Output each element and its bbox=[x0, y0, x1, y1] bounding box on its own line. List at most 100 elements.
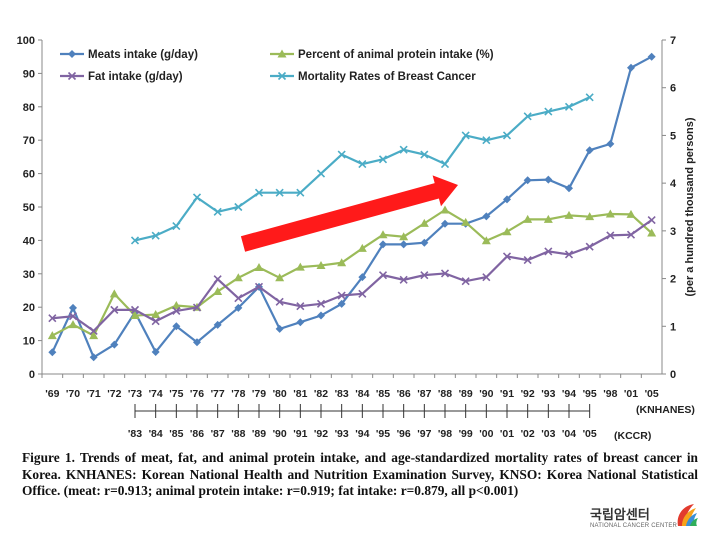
data-point bbox=[316, 169, 326, 178]
data-point bbox=[213, 275, 222, 284]
data-point bbox=[192, 303, 202, 312]
data-point bbox=[110, 340, 119, 349]
data-point bbox=[502, 131, 512, 140]
legend-item: Mortality Rates of Breast Cancer bbox=[270, 71, 476, 83]
legend-item: Meats intake (g/day) bbox=[60, 49, 198, 61]
data-point bbox=[89, 331, 99, 340]
data-point bbox=[585, 212, 595, 221]
right-tick-label: 7 bbox=[670, 35, 676, 47]
data-point bbox=[275, 297, 284, 306]
x-tick-label: '01 bbox=[624, 388, 638, 400]
data-point bbox=[564, 210, 574, 219]
data-point bbox=[523, 256, 532, 265]
left-tick-label: 30 bbox=[23, 269, 35, 281]
data-point bbox=[316, 260, 326, 269]
kccr-tick-label: '96 bbox=[397, 428, 411, 440]
kccr-tick-label: '05 bbox=[583, 428, 597, 440]
data-point bbox=[482, 212, 491, 221]
kccr-tick-label: '03 bbox=[541, 428, 555, 440]
data-point bbox=[606, 139, 615, 148]
data-point bbox=[48, 314, 57, 323]
kccr-tick-label: '04 bbox=[562, 428, 576, 440]
data-point bbox=[543, 214, 553, 223]
data-point bbox=[461, 131, 470, 140]
legend: Meats intake (g/day) Percent of animal pr… bbox=[60, 49, 494, 83]
data-point bbox=[502, 227, 512, 236]
data-point bbox=[130, 236, 140, 245]
data-point bbox=[47, 331, 57, 340]
data-point bbox=[151, 231, 160, 240]
x-tick-label: '78 bbox=[231, 388, 245, 400]
x-tick-label: '72 bbox=[107, 388, 121, 400]
x-tick-label: '71 bbox=[87, 388, 101, 400]
data-point bbox=[378, 271, 388, 280]
data-point bbox=[89, 326, 98, 335]
kccr-tick-label: '92 bbox=[314, 428, 328, 440]
right-tick-label: 6 bbox=[670, 83, 676, 95]
left-tick-label: 20 bbox=[23, 302, 35, 314]
data-point bbox=[171, 301, 181, 310]
data-point bbox=[69, 303, 77, 312]
x-tick-label: '90 bbox=[479, 388, 493, 400]
data-point bbox=[523, 112, 532, 121]
data-point bbox=[296, 302, 305, 311]
kccr-tick-label: '00 bbox=[479, 428, 493, 440]
kccr-tick-label: '85 bbox=[169, 428, 183, 440]
data-point bbox=[109, 289, 119, 298]
data-point bbox=[48, 348, 57, 357]
kccr-tick-label: '94 bbox=[355, 428, 369, 440]
kccr-tick-label: '93 bbox=[335, 428, 349, 440]
x-tick-label: '98 bbox=[603, 388, 617, 400]
legend-marker bbox=[277, 71, 287, 81]
data-point bbox=[317, 311, 325, 320]
data-point bbox=[316, 299, 326, 308]
data-point bbox=[420, 150, 429, 159]
data-point bbox=[461, 277, 470, 286]
x-tick-label: '77 bbox=[211, 388, 225, 400]
trend-arrow-shape bbox=[240, 175, 458, 252]
data-point bbox=[254, 282, 264, 291]
data-point bbox=[130, 305, 140, 314]
data-point bbox=[440, 269, 450, 278]
x-tick-label: '95 bbox=[583, 388, 597, 400]
data-point bbox=[378, 155, 388, 164]
data-point bbox=[295, 262, 305, 271]
legend-label: Mortality Rates of Breast Cancer bbox=[298, 71, 476, 83]
legend-label: Percent of animal protein intake (%) bbox=[298, 49, 494, 61]
data-point bbox=[89, 353, 98, 362]
data-point bbox=[213, 207, 222, 216]
left-tick-label: 80 bbox=[23, 102, 35, 114]
kccr-tick-label: '88 bbox=[231, 428, 245, 440]
x-tick-label: '85 bbox=[376, 388, 390, 400]
data-point bbox=[357, 243, 367, 252]
data-point bbox=[420, 271, 429, 280]
line-chart: 0 10 20 30 40 50 60 70 80 90 100 0 1 2 3 4 5 6 7 (per a hu… bbox=[17, 35, 696, 442]
data-point bbox=[213, 287, 223, 296]
data-point bbox=[461, 217, 471, 226]
data-point bbox=[627, 63, 635, 72]
left-tick-label: 100 bbox=[17, 35, 35, 47]
left-tick-label: 70 bbox=[23, 135, 35, 147]
x-axis: '69 '70 '71 '72 '73 '74 '75 '76 '77 '78 '79 '80 '81 '… bbox=[41, 374, 659, 400]
left-tick-label: 90 bbox=[23, 68, 35, 80]
kccr-tick-label: '86 bbox=[190, 428, 204, 440]
data-point bbox=[564, 250, 574, 259]
data-point bbox=[544, 175, 553, 184]
logo-icon bbox=[677, 504, 698, 526]
data-point bbox=[502, 252, 512, 261]
data-point bbox=[172, 306, 181, 315]
legend-marker bbox=[68, 50, 76, 58]
data-point bbox=[358, 159, 367, 169]
data-point bbox=[626, 209, 636, 218]
x-tick-label: '74 bbox=[149, 388, 163, 400]
x-tick-label: '82 bbox=[314, 388, 328, 400]
x-tick-label: '88 bbox=[438, 388, 452, 400]
left-tick-label: 60 bbox=[23, 169, 35, 181]
series-4 bbox=[130, 93, 594, 245]
data-point bbox=[605, 209, 615, 218]
kccr-tick-label: '91 bbox=[293, 428, 307, 440]
kccr-tick-label: '87 bbox=[211, 428, 225, 440]
right-tick-label: 4 bbox=[670, 178, 677, 190]
data-point bbox=[440, 205, 450, 214]
x-tick-label: '89 bbox=[459, 388, 473, 400]
